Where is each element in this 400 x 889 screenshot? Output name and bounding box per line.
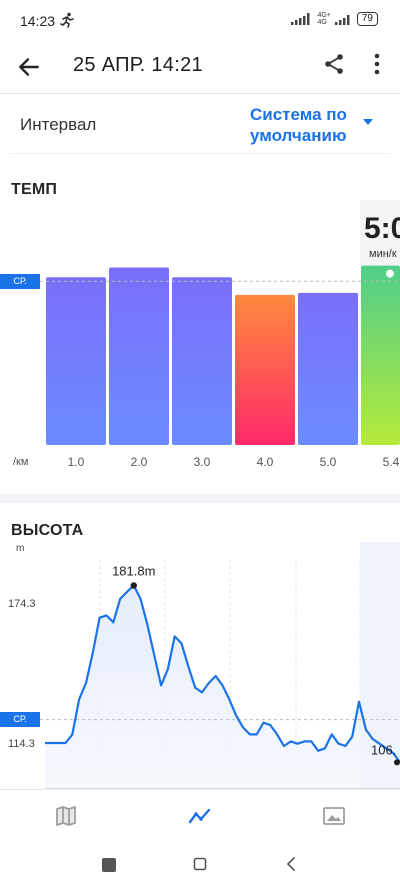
recent-apps-icon[interactable] bbox=[101, 857, 117, 873]
elevation-max-label: 181.8m bbox=[112, 564, 155, 579]
back-nav-icon[interactable] bbox=[285, 857, 297, 871]
pace-bar[interactable] bbox=[298, 292, 358, 445]
elevation-y-tick: 114.3 bbox=[8, 738, 35, 750]
elevation-max-dot bbox=[130, 582, 137, 589]
network-label-bottom: 4G bbox=[317, 19, 327, 26]
elevation-unit: m bbox=[16, 543, 25, 554]
elevation-end-dot bbox=[394, 759, 400, 766]
pace-x-tick: 5.0 bbox=[320, 455, 337, 469]
signal-icon bbox=[291, 13, 310, 25]
home-icon[interactable] bbox=[193, 857, 207, 871]
pace-unit-label: /км bbox=[13, 456, 28, 468]
network-label-top: 4G+ bbox=[317, 12, 331, 19]
status-bar: 14:23 4G+ 4G 79 bbox=[0, 0, 400, 44]
pace-chart[interactable]: 1.0 2.0 3.0 4.0 5.0 5.4 /км bbox=[0, 200, 400, 480]
elevation-chart[interactable]: 174.3 114.3 181.8m 106. bbox=[0, 540, 400, 790]
pace-x-tick: 5.4 bbox=[383, 455, 400, 469]
network-type: 4G+ 4G bbox=[317, 12, 330, 26]
map-icon[interactable] bbox=[54, 804, 78, 828]
pace-bar[interactable] bbox=[109, 267, 169, 445]
elevation-end-label: 106. bbox=[371, 742, 396, 757]
interval-value[interactable]: Система по умолчанию bbox=[250, 105, 347, 145]
bottom-nav bbox=[0, 789, 400, 841]
app-bar: 25 АПР. 14:21 bbox=[0, 44, 400, 94]
elevation-y-tick: 174.3 bbox=[8, 598, 36, 610]
elevation-avg-badge: СР. bbox=[0, 712, 40, 728]
pace-x-tick: 2.0 bbox=[131, 455, 148, 469]
app-bar-divider bbox=[0, 93, 400, 94]
interval-label: Интервал bbox=[20, 115, 97, 134]
pace-tooltip-unit: мин/к bbox=[369, 248, 397, 260]
elevation-title: ВЫСОТА bbox=[11, 522, 84, 539]
chart-icon[interactable] bbox=[188, 804, 212, 828]
battery-icon: 79 bbox=[356, 12, 378, 26]
pace-tooltip bbox=[360, 200, 400, 268]
interval-row: Интервал Система по умолчанию bbox=[0, 94, 400, 154]
chevron-down-icon[interactable] bbox=[362, 118, 374, 126]
pace-x-tick: 3.0 bbox=[194, 455, 211, 469]
signal-icon-2 bbox=[334, 15, 350, 25]
pace-tooltip-value: 5:0 bbox=[364, 212, 400, 245]
back-arrow-icon[interactable] bbox=[16, 54, 42, 80]
system-nav-bar bbox=[0, 841, 400, 889]
pace-x-tick: 4.0 bbox=[257, 455, 274, 469]
share-icon[interactable] bbox=[322, 52, 346, 76]
elevation-line bbox=[45, 584, 400, 764]
pace-bar[interactable] bbox=[172, 277, 232, 445]
interval-divider bbox=[10, 153, 390, 154]
pace-selected-dot bbox=[386, 269, 394, 278]
section-divider bbox=[0, 494, 400, 503]
pace-bar[interactable] bbox=[235, 294, 295, 445]
status-time: 14:23 bbox=[20, 13, 56, 29]
pace-title: ТЕМП bbox=[11, 181, 58, 198]
running-icon bbox=[60, 12, 74, 28]
image-icon[interactable] bbox=[322, 804, 346, 828]
interval-dropdown[interactable]: Система по умолчанию bbox=[250, 104, 390, 146]
page-title: 25 АПР. 14:21 bbox=[73, 54, 203, 76]
pace-bar[interactable] bbox=[46, 277, 106, 445]
pace-bar[interactable] bbox=[361, 265, 400, 445]
more-vert-icon[interactable] bbox=[366, 52, 388, 76]
pace-x-tick: 1.0 bbox=[68, 455, 85, 469]
pace-avg-badge: СР. bbox=[0, 273, 40, 289]
